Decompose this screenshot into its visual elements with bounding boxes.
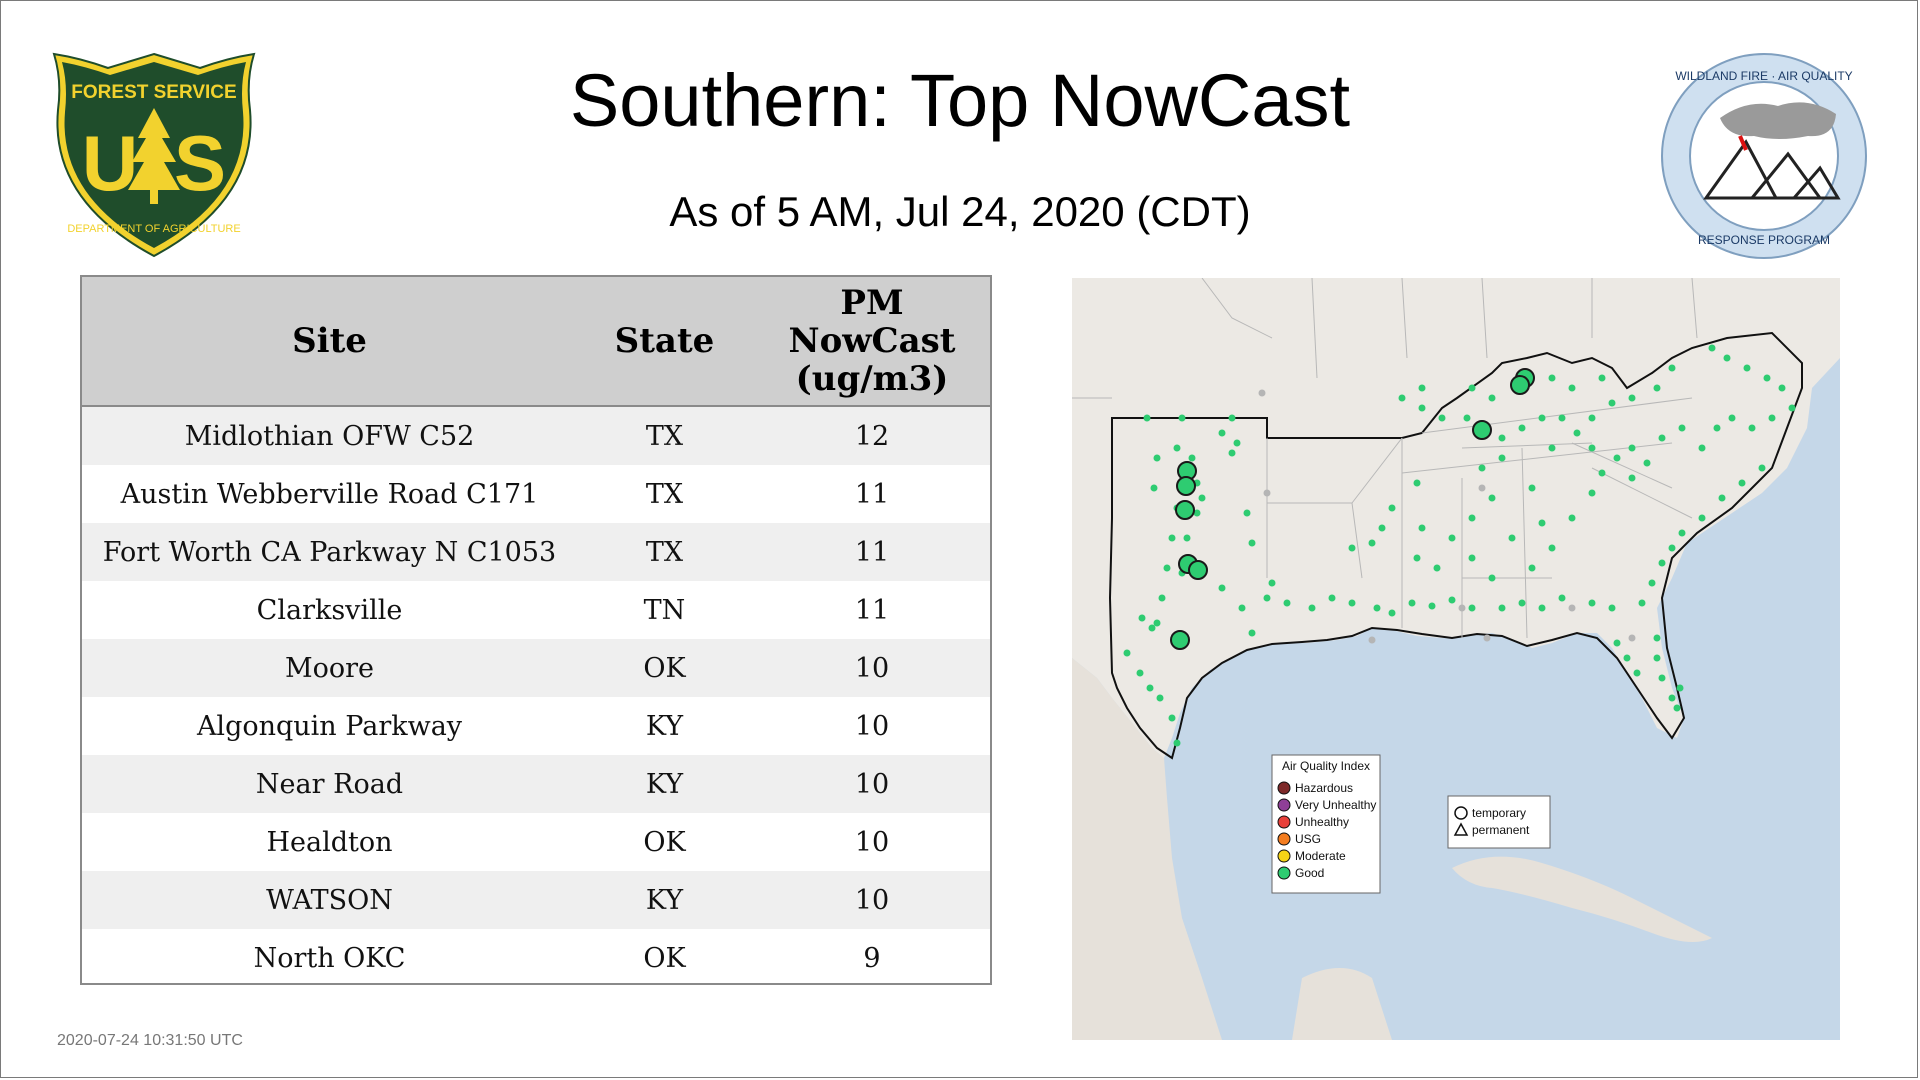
cell-site: Near Road xyxy=(82,755,577,813)
cell-state: KY xyxy=(577,697,752,755)
aqi-map: Air Quality Index Hazardous Very Unhealt… xyxy=(1072,278,1840,1040)
shape-legend: temporary permanent xyxy=(1447,795,1551,849)
map-region-outline xyxy=(1108,331,1803,760)
cell-state: TX xyxy=(577,465,752,523)
site-markers-nodata xyxy=(1258,389,1636,644)
table-row: North OKC OK 9 xyxy=(82,929,990,983)
table-row: Healdton OK 10 xyxy=(82,813,990,871)
legend-unhealthy: Unhealthy xyxy=(1295,815,1349,829)
table-row: Algonquin Parkway KY 10 xyxy=(82,697,990,755)
cell-site: WATSON xyxy=(82,871,577,929)
cell-value: 10 xyxy=(752,871,990,929)
map-land-us xyxy=(1072,278,1840,758)
cell-state: TX xyxy=(577,523,752,581)
table-row: Moore OK 10 xyxy=(82,639,990,697)
table-row: WATSON KY 10 xyxy=(82,871,990,929)
circle-icon xyxy=(1454,806,1468,820)
legend-very-unhealthy: Very Unhealthy xyxy=(1295,798,1376,812)
legend-usg: USG xyxy=(1295,832,1321,846)
map-land-mexico xyxy=(1072,658,1222,1040)
col-header-pm-line2: NowCast xyxy=(788,321,956,361)
table-row: Near Road KY 10 xyxy=(82,755,990,813)
cell-value: 11 xyxy=(752,581,990,639)
cell-state: TN xyxy=(577,581,752,639)
cell-value: 11 xyxy=(752,465,990,523)
col-header-site: Site xyxy=(82,277,577,407)
table-row: Midlothian OFW C52 TX 12 xyxy=(82,406,990,465)
nowcast-table: Site State PM NowCast (ug/m3) Midlothian… xyxy=(80,275,992,985)
svg-text:S: S xyxy=(174,119,226,207)
triangle-icon xyxy=(1453,822,1469,836)
wildland-fire-logo: WILDLAND FIRE · AIR QUALITY RESPONSE PRO… xyxy=(1661,53,1867,259)
cell-state: KY xyxy=(577,871,752,929)
cell-site: Midlothian OFW C52 xyxy=(82,406,577,465)
fs-bottom-text: DEPARTMENT OF AGRICULTURE xyxy=(67,223,240,235)
table-row: Fort Worth CA Parkway N C1053 TX 11 xyxy=(82,523,990,581)
wf-bottom-text: RESPONSE PROGRAM xyxy=(1698,233,1830,247)
cell-value: 10 xyxy=(752,639,990,697)
page-title: Southern: Top NowCast xyxy=(569,59,1351,142)
top-site-markers xyxy=(1170,368,1535,650)
legend-good: Good xyxy=(1295,866,1324,880)
cell-value: 9 xyxy=(752,929,990,983)
wf-top-text: WILDLAND FIRE · AIR QUALITY xyxy=(1675,69,1852,83)
cell-value: 10 xyxy=(752,697,990,755)
col-header-pm-line1: PM xyxy=(840,283,904,323)
col-header-pm-line3: (ug/m3) xyxy=(795,359,949,399)
cell-site: Fort Worth CA Parkway N C1053 xyxy=(82,523,577,581)
forest-service-logo: FOREST SERVICE U S DEPARTMENT OF AGRICUL… xyxy=(52,52,256,258)
map-land-yucatan xyxy=(1292,968,1392,1040)
render-timestamp: 2020-07-24 10:31:50 UTC xyxy=(57,1032,243,1049)
svg-text:U: U xyxy=(82,119,138,207)
cell-state: KY xyxy=(577,755,752,813)
table-row: Austin Webberville Road C171 TX 11 xyxy=(82,465,990,523)
table-row: Clarksville TN 11 xyxy=(82,581,990,639)
cell-site: Healdton xyxy=(82,813,577,871)
cell-value: 10 xyxy=(752,755,990,813)
cell-state: OK xyxy=(577,929,752,983)
cell-value: 10 xyxy=(752,813,990,871)
map-land-cuba xyxy=(1452,856,1712,942)
legend-moderate: Moderate xyxy=(1295,849,1346,863)
cell-state: TX xyxy=(577,406,752,465)
cell-site: Clarksville xyxy=(82,581,577,639)
cell-value: 12 xyxy=(752,406,990,465)
cell-site: North OKC xyxy=(82,929,577,983)
legend-hazardous: Hazardous xyxy=(1295,781,1353,795)
col-header-state: State xyxy=(577,277,752,407)
cell-site: Austin Webberville Road C171 xyxy=(82,465,577,523)
fs-top-text: FOREST SERVICE xyxy=(71,82,236,103)
cell-state: OK xyxy=(577,813,752,871)
table-header-row: Site State PM NowCast (ug/m3) xyxy=(82,277,990,407)
legend-permanent: permanent xyxy=(1472,823,1530,837)
aqi-legend: Air Quality Index Hazardous Very Unhealt… xyxy=(1271,754,1381,894)
aqi-legend-title: Air Quality Index xyxy=(1282,759,1370,773)
col-header-pm: PM NowCast (ug/m3) xyxy=(752,277,990,407)
cell-state: OK xyxy=(577,639,752,697)
cell-site: Algonquin Parkway xyxy=(82,697,577,755)
legend-temporary: temporary xyxy=(1472,806,1526,820)
page-subtitle: As of 5 AM, Jul 24, 2020 (CDT) xyxy=(669,188,1251,235)
cell-value: 11 xyxy=(752,523,990,581)
site-markers xyxy=(1123,344,1796,747)
cell-site: Moore xyxy=(82,639,577,697)
